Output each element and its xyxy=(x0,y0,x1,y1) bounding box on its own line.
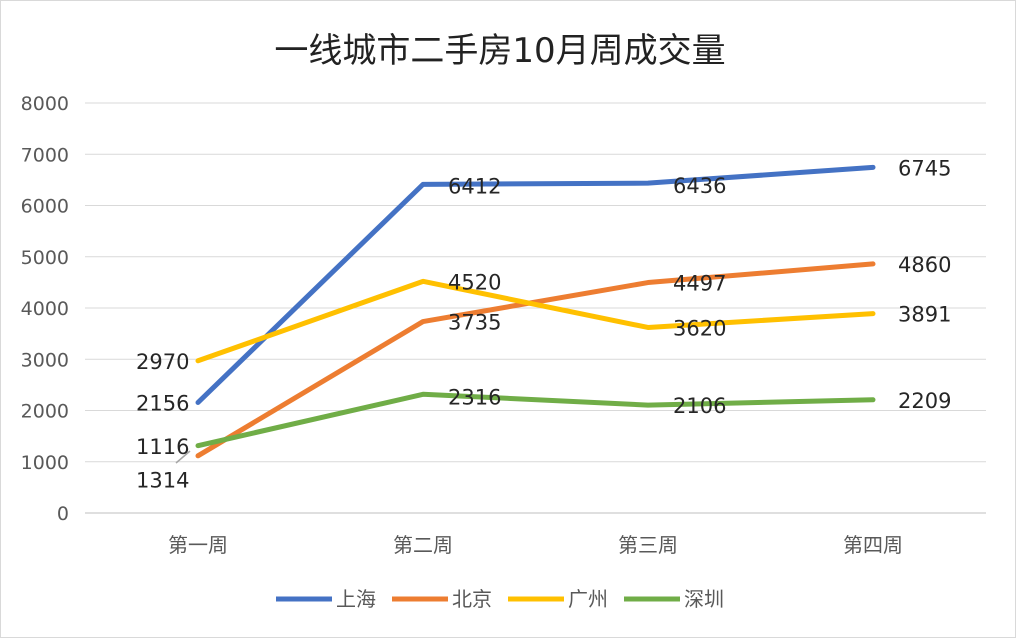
data-label: 4497 xyxy=(673,272,726,296)
y-tick-label: 2000 xyxy=(21,401,69,423)
data-point xyxy=(646,403,650,408)
data-label: 2106 xyxy=(673,394,726,418)
data-label: 3735 xyxy=(448,311,501,335)
x-tick-label: 第四周 xyxy=(843,533,903,557)
y-tick-label: 4000 xyxy=(21,298,69,320)
series-line-2 xyxy=(195,278,876,364)
legend: 上海 北京 广州 深圳 xyxy=(276,587,724,611)
data-label: 2316 xyxy=(448,385,501,409)
data-point xyxy=(421,182,425,187)
y-tick-label: 7000 xyxy=(21,144,69,166)
legend-label: 深圳 xyxy=(684,587,724,611)
data-point xyxy=(646,181,650,186)
data-label: 3891 xyxy=(898,303,951,327)
data-label: 6745 xyxy=(898,156,951,180)
data-point xyxy=(196,400,200,405)
y-tick-label: 0 xyxy=(57,503,69,525)
data-label: 6436 xyxy=(673,174,726,198)
gridlines xyxy=(85,102,986,514)
data-point xyxy=(871,311,875,316)
data-point xyxy=(196,453,200,458)
data-point xyxy=(421,392,425,397)
data-point xyxy=(646,280,650,285)
data-point xyxy=(871,397,875,402)
leader-line xyxy=(175,450,191,464)
data-point xyxy=(421,279,425,284)
y-axis: 0 1000 2000 3000 4000 5000 6000 7000 8000 xyxy=(21,93,69,525)
y-tick-label: 8000 xyxy=(21,93,69,115)
data-label: 1314 xyxy=(136,469,189,493)
legend-label: 广州 xyxy=(568,587,608,611)
y-tick-label: 3000 xyxy=(21,349,69,371)
legend-label: 上海 xyxy=(336,587,376,611)
x-tick-label: 第二周 xyxy=(393,533,453,557)
data-point xyxy=(646,325,650,330)
y-tick-label: 6000 xyxy=(21,196,69,218)
chart-title: 一线城市二手房10月周成交量 xyxy=(274,31,725,71)
legend-label: 北京 xyxy=(452,587,492,611)
data-label: 2209 xyxy=(898,389,951,413)
data-point xyxy=(421,319,425,324)
y-tick-label: 1000 xyxy=(21,452,69,474)
data-point xyxy=(196,443,200,448)
series-line-0 xyxy=(195,164,876,406)
data-label: 4860 xyxy=(898,253,951,277)
series-line-1 xyxy=(195,261,876,459)
series-line-3 xyxy=(195,391,876,449)
data-label: 1116 xyxy=(136,435,189,459)
data-label: 2156 xyxy=(136,392,189,416)
x-tick-label: 第一周 xyxy=(168,533,228,557)
x-axis: 第一周 第二周 第三周 第四周 xyxy=(168,533,903,557)
data-labels: 2156 6412 6436 6745 1116 3735 4497 4860 2970 4520… xyxy=(136,156,951,492)
x-tick-label: 第三周 xyxy=(618,533,678,557)
data-label: 4520 xyxy=(448,270,501,294)
data-point xyxy=(871,165,875,170)
data-point xyxy=(196,358,200,363)
y-tick-label: 5000 xyxy=(21,247,69,269)
series-lines xyxy=(195,164,876,459)
data-point xyxy=(871,261,875,266)
data-label: 3620 xyxy=(673,316,726,340)
data-label: 6412 xyxy=(448,174,501,198)
data-label: 2970 xyxy=(136,350,189,374)
